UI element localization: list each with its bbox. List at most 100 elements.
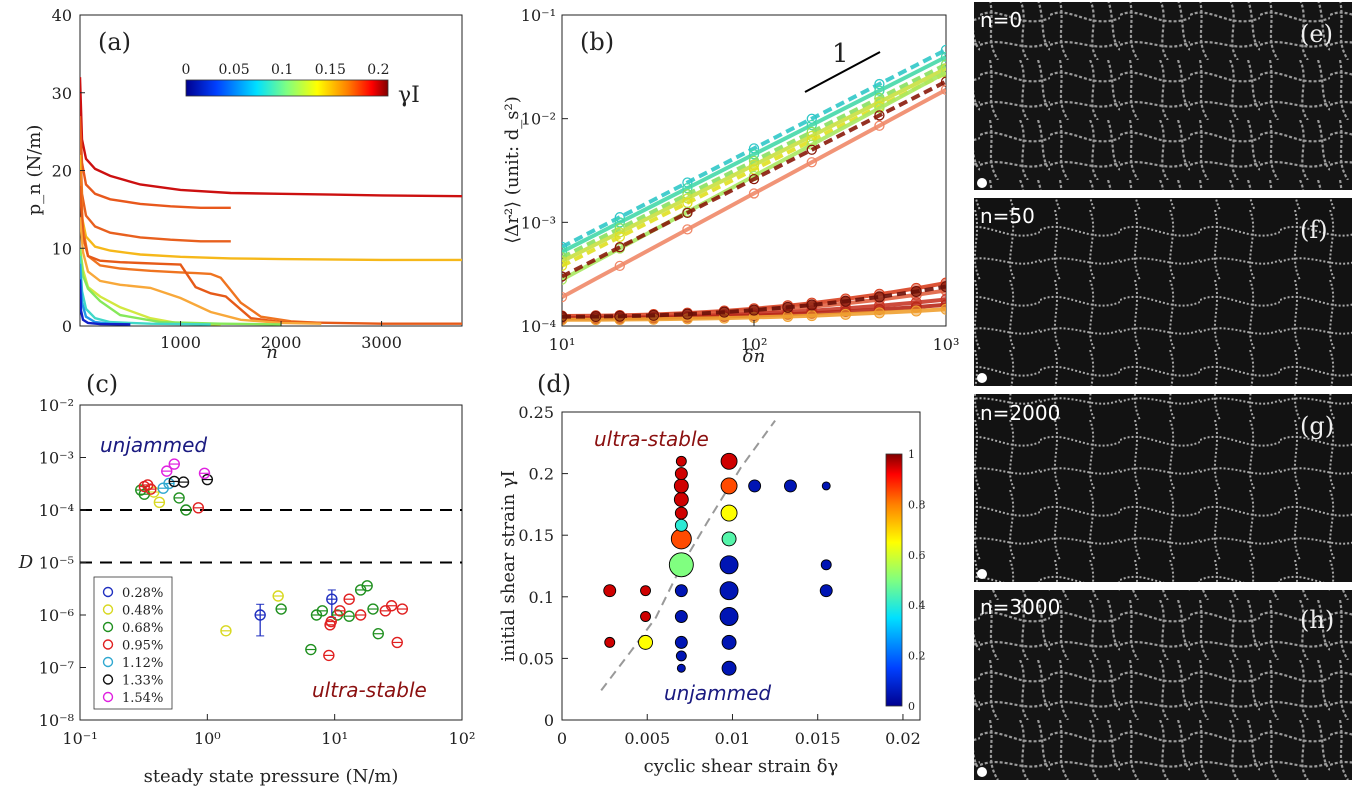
panel-d-ytick-label-4: 0.2	[529, 465, 554, 484]
panel-d-point-31	[819, 584, 833, 598]
panel-b-xlabel: δn	[743, 346, 765, 367]
panel-c: 10⁻¹ 10⁰ 10¹ 10² 10⁻⁸ 10⁻⁷ 10⁻⁶ 10⁻⁵ 10⁻⁴ 10⁻³ 10⁻…	[18, 370, 476, 787]
panel-d-ytick-label-1: 0.05	[518, 649, 554, 668]
panel-b-upper-marker-0-12	[940, 44, 946, 56]
panel-b-upper-marker-1-0	[562, 246, 568, 257]
panel-c-threshold-lines	[80, 509, 462, 564]
panel-c-legend-label-6: 1.54%	[122, 691, 163, 706]
panel-c-points	[135, 458, 409, 662]
panel-b: 10¹ 10² 10³ 10⁻⁴ 10⁻³ 10⁻² 10⁻¹ (b) 1 δn ⟨Δr²⟩…	[502, 6, 959, 367]
panel-c-xtick-label-0: 10⁻¹	[62, 729, 97, 748]
panel-c-legend-items: 0.28% 0.48% 0.68% 0.95% 1.12% 1.33% 1.54%	[102, 586, 163, 706]
panel-b-ticks: 10¹ 10² 10³ 10⁻⁴ 10⁻³ 10⁻² 10⁻¹	[521, 6, 960, 354]
panel-d-point-6	[675, 650, 687, 662]
photo-f-marker	[977, 373, 987, 383]
photo-f: n=50 (f)	[974, 198, 1352, 386]
panel-c-legend-marker-3	[102, 639, 114, 650]
photo-h-marker	[977, 767, 987, 777]
panel-a-ytick-label-2: 20	[52, 162, 72, 181]
panel-d-point-21	[719, 581, 739, 601]
panel-c-legend-label-3: 0.95%	[122, 639, 163, 654]
panel-c-ytick-label-3: 10⁻⁵	[39, 554, 74, 573]
panel-d-ytick-label-3: 0.15	[518, 526, 554, 545]
panel-c-legend-label-4: 1.12%	[122, 656, 163, 671]
panel-b-xtick-label-1: 10²	[741, 335, 768, 354]
panel-d-point-4	[640, 585, 651, 597]
panel-a-label: (a)	[98, 28, 131, 56]
panel-c-legend-marker-4	[102, 656, 114, 668]
panel-b-upper-marker-2-12	[940, 59, 946, 70]
photo-e: n=0 (e)	[974, 2, 1352, 190]
panel-d-point-22	[719, 555, 739, 575]
panel-c-ytick-label-0: 10⁻⁸	[39, 711, 74, 730]
panel-d-unjammed-annotation: unjammed	[664, 681, 771, 705]
panel-b-ylabel: ⟨Δr²⟩ (unit: d_s²)	[502, 96, 523, 244]
panel-b-lower-marker-5-10	[873, 291, 885, 303]
panel-a-ytick-label-4: 40	[52, 6, 72, 25]
panel-d-colorbar-tick-0: 0	[908, 700, 915, 713]
panel-b-xtick-label-0: 10¹	[549, 335, 576, 354]
panel-b-xtick-label-2: 10³	[933, 335, 960, 354]
panel-b-upper-marker-6-10	[874, 110, 885, 121]
panel-b-upper-marker-6-2	[614, 242, 625, 253]
photo-h-caption: n=3000	[980, 595, 1060, 619]
panel-d-point-19	[721, 634, 737, 650]
panel-c-xtick-label-1: 10⁰	[194, 729, 221, 748]
photo-h: n=3000 (h)	[974, 590, 1352, 780]
panel-d-colorbar-tick-4: 0.8	[908, 498, 926, 511]
photo-f-label: (f)	[1300, 216, 1328, 244]
panel-b-lower-marker-5-0	[562, 311, 568, 323]
panel-b-upper-marker-1-2	[614, 217, 625, 228]
photo-g: n=2000 (g)	[974, 394, 1352, 582]
panel-b-lower-marker-4-9	[840, 308, 852, 320]
photo-h-label: (h)	[1300, 606, 1334, 634]
panel-b-upper-series-7	[562, 88, 946, 299]
panel-b-label: (b)	[580, 28, 614, 56]
panel-c-xtick-label-3: 10²	[449, 729, 476, 748]
panel-b-upper-marker-6-0	[562, 271, 568, 282]
panel-d: 0 0.005 0.01 0.015 0.02 0 0.05 0.1 0.15 0.2 0.25 (…	[498, 370, 926, 777]
panel-b-lower-marker-5-8	[806, 299, 818, 311]
panel-d-axes-box	[561, 411, 921, 721]
panel-c-ytick-label-6: 10⁻²	[39, 396, 74, 415]
panel-d-point-30	[820, 559, 832, 571]
panel-d-ytick-label-0: 0	[544, 711, 554, 730]
panel-c-legend-marker-1	[102, 604, 114, 615]
panel-a-axes-box	[79, 14, 463, 327]
panel-b-lower-marker-5-3	[648, 309, 660, 321]
panel-d-point-23	[721, 531, 737, 547]
panel-b-lower-marker-5-4	[681, 308, 693, 320]
panel-c-legend-label-2: 0.68%	[122, 621, 163, 636]
panel-a-xtick-label-2: 3000	[361, 333, 402, 352]
photo-h-image	[974, 590, 1352, 780]
panel-a-ytick-label-1: 10	[52, 239, 72, 258]
panel-c-legend-marker-0	[102, 586, 114, 598]
panel-d-colorbar	[885, 453, 903, 707]
panel-b-upper-marker-6-8	[806, 144, 817, 155]
panel-b-upper-marker-7-12	[940, 84, 946, 95]
panel-b-upper-series-0	[562, 48, 946, 249]
panel-a-ticks: 1000 2000 3000 0 10 20 30 40	[52, 6, 402, 352]
panel-b-upper-marker-3-12	[940, 63, 946, 74]
panel-d-ytick-label-5: 0.25	[518, 403, 554, 422]
panel-b-lower-marker-4-11	[910, 305, 922, 317]
panel-a-series-6	[80, 217, 322, 325]
photo-g-label: (g)	[1300, 412, 1334, 440]
panel-d-point-9	[674, 584, 688, 598]
panel-a-ytick-label-3: 30	[52, 84, 72, 103]
panel-b-upper-marker-6-6	[748, 173, 760, 185]
panel-d-point-24	[720, 504, 738, 522]
panel-b-upper-marker-7-6	[748, 188, 760, 199]
panel-b-lower-marker-5-6	[748, 304, 760, 316]
panel-a-series-group	[80, 77, 462, 326]
panel-d-point-0	[604, 636, 616, 648]
panel-d-point-12	[674, 518, 688, 532]
panel-c-ytick-label-5: 10⁻³	[39, 449, 74, 468]
panel-b-upper-marker-5-12	[940, 67, 946, 78]
panel-a-xtick-label-0: 1000	[160, 333, 201, 352]
panel-d-points	[603, 452, 833, 676]
panel-d-colorbar-tick-2: 0.4	[908, 599, 926, 612]
panel-b-upper-marker-4-2	[614, 231, 625, 243]
panel-d-boundary-curve	[600, 420, 776, 692]
photo-g-image	[974, 394, 1352, 582]
